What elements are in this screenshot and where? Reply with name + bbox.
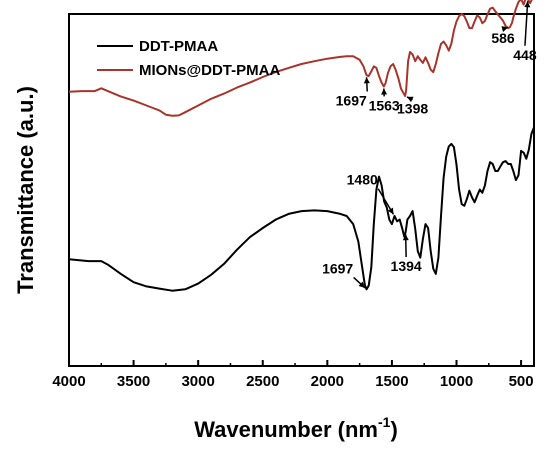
annotation-arrowhead: [387, 207, 394, 215]
x-tick-label: 3000: [181, 373, 214, 390]
x-tick-label: 2500: [246, 373, 279, 390]
x-axis-title-superscript: -1: [378, 414, 391, 430]
x-axis-title-tail: ): [390, 417, 397, 442]
annotation-arrowhead: [363, 77, 370, 84]
x-axis-title: Wavenumber (nm-1): [194, 414, 398, 442]
annotation-arrowhead: [402, 234, 409, 241]
annotation-label: 1697: [322, 260, 353, 276]
annotation-label: 448: [513, 47, 537, 63]
series-layer: [68, 0, 535, 292]
x-axis-ticks: 4000 3500 3000 2500 2000 1500 1000 500: [52, 360, 534, 390]
x-axis-title-main: Wavenumber (nm: [194, 417, 378, 442]
annotation-arrowhead: [381, 88, 388, 95]
series-line-mions-ddt-pmaa: [68, 0, 533, 117]
legend-label-ddt-pmaa: DDT-PMAA: [139, 38, 218, 55]
x-tick-label: 3500: [117, 373, 150, 390]
annotation-arrowhead: [524, 1, 531, 8]
annotation-label: 1697: [336, 93, 367, 109]
x-tick-label: 1000: [440, 373, 473, 390]
y-axis-title: Transmittance (a.u.): [13, 86, 38, 294]
legend-label-mions-ddt-pmaa: MIONs@DDT-PMAA: [139, 62, 280, 79]
x-tick-label: 500: [509, 373, 534, 390]
annotation-label: 1398: [397, 101, 428, 117]
annotation-label: 1394: [391, 258, 422, 274]
legend: DDT-PMAA MIONs@DDT-PMAA: [97, 38, 280, 79]
annotation-label: 1480: [347, 172, 378, 188]
series-line-ddt-pmaa: [68, 126, 535, 292]
annotation-arrowhead: [358, 281, 366, 288]
x-tick-label: 1500: [375, 373, 408, 390]
annotation-arrowhead: [406, 96, 414, 103]
annotation-label: 1563: [369, 97, 400, 113]
x-tick-label: 4000: [52, 373, 85, 390]
annotation-arrow: [524, 1, 529, 46]
annotation-label: 586: [491, 30, 515, 46]
x-tick-label: 2000: [311, 373, 344, 390]
annotation-arrowhead: [501, 26, 509, 32]
plot-frame: [68, 13, 535, 367]
